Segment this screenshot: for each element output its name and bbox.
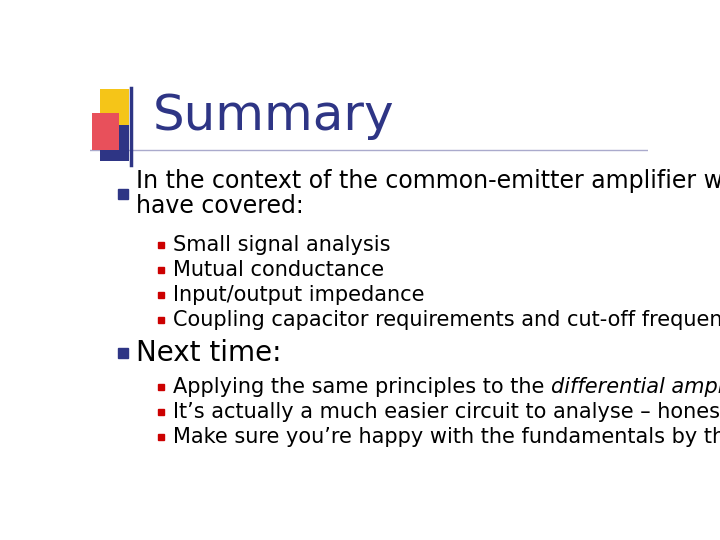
Text: Summary: Summary [153, 91, 394, 139]
Bar [100, 125, 129, 161]
Text: Applying the same principles to the: Applying the same principles to the [173, 376, 551, 396]
Text: have covered:: have covered: [136, 194, 304, 218]
Bar [92, 113, 119, 150]
Bar [100, 89, 129, 125]
Text: Make sure you’re happy with the fundamentals by then!: Make sure you’re happy with the fundamen… [173, 427, 720, 447]
Text: differential amplifier: differential amplifier [551, 376, 720, 396]
Text: Small signal analysis: Small signal analysis [173, 235, 390, 255]
Text: It’s actually a much easier circuit to analyse – honest!: It’s actually a much easier circuit to a… [173, 402, 720, 422]
Text: In the context of the common-emitter amplifier we: In the context of the common-emitter amp… [136, 169, 720, 193]
Text: Mutual conductance: Mutual conductance [173, 260, 384, 280]
Text: Next time:: Next time: [136, 339, 282, 367]
Text: Input/output impedance: Input/output impedance [173, 285, 424, 305]
Text: Coupling capacitor requirements and cut-off frequencies: Coupling capacitor requirements and cut-… [173, 310, 720, 330]
